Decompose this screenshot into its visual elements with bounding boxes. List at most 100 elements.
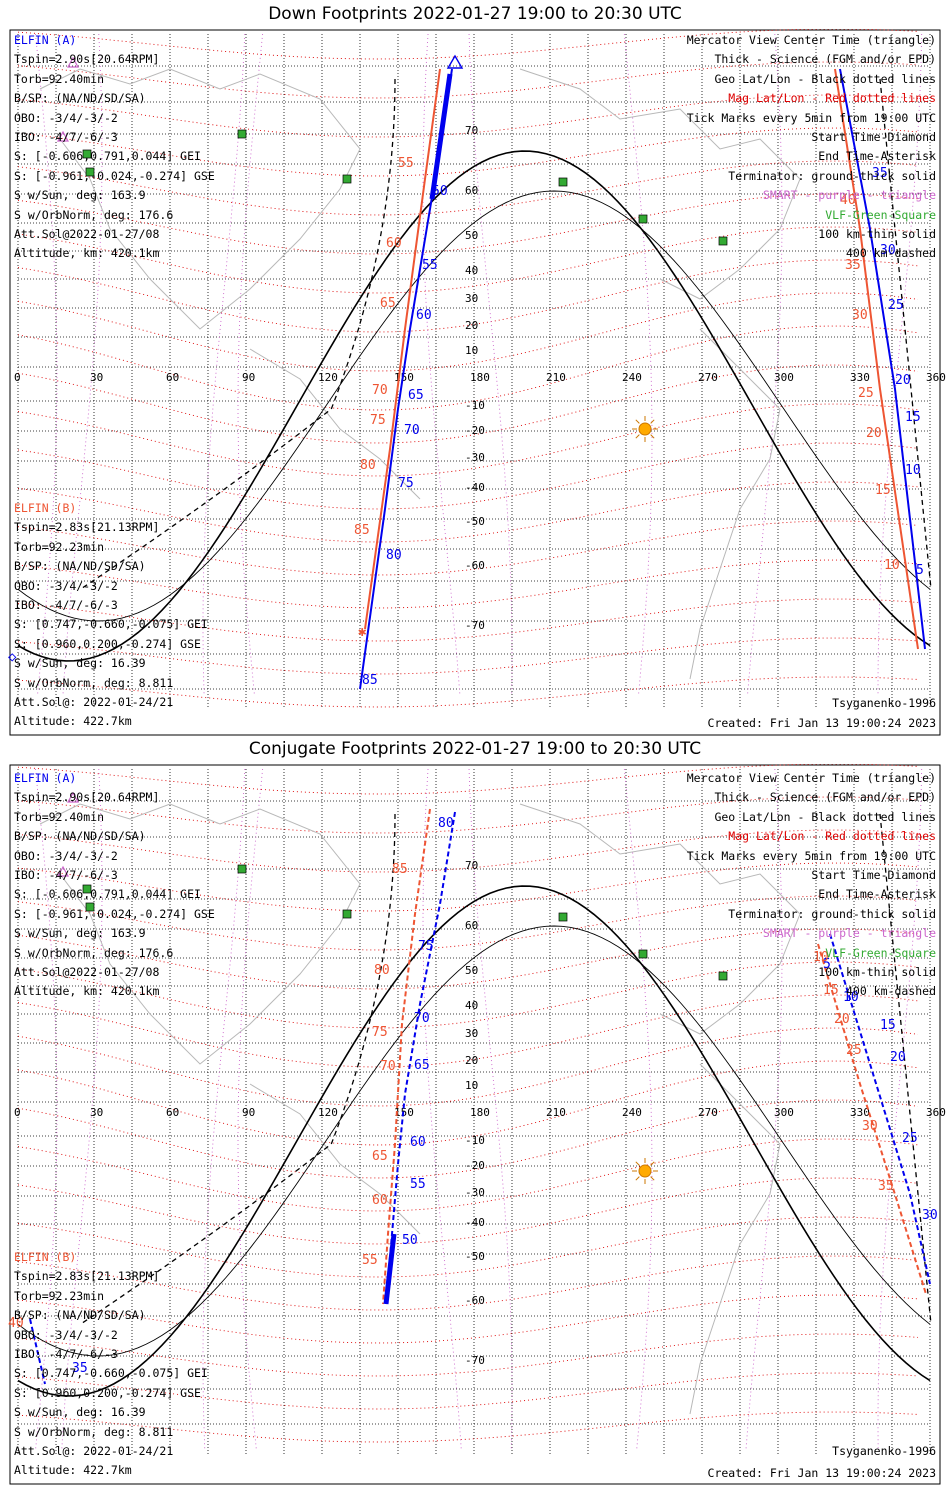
elfin-b-line: Tspin=2.83s[21.13RPM] [14,1269,160,1284]
mag-latitude-line [17,160,919,216]
mag-latitude-line [17,403,919,477]
longitude-label: 180 [470,371,490,384]
latitude-label: 60 [465,184,478,197]
elfin-b-tick-label: 10 [813,950,829,965]
elfin-b-tick-label: 80 [374,963,390,978]
elfin-a-track [839,68,926,650]
elfin-a-tick-label: 70 [414,1011,430,1026]
elfin-a-line: IBO: -4/7/-6/-3 [14,868,118,883]
elfin-b-line: S w/OrbNorm, deg: 8.811 [14,675,174,690]
elfin-b-line: S w/Sun, deg: 16.39 [14,656,146,671]
elfin-a-science-segment [429,73,453,200]
elfin-a-line: Altitude, km: 420.1km [14,246,160,261]
elfin-a-line: Att.Sol@2022-01-27/08 [14,965,160,980]
latitude-label: 10 [465,1079,478,1092]
elfin-a-header: ELFIN (A) [14,771,77,785]
longitude-label: 210 [546,371,566,384]
longitude-label: 300 [774,1106,794,1119]
smart-station-triangle [66,56,80,68]
conjugate-footprints-map: 0 30 60 90 120 150 180 210 240 270 300 330 360706050… [8,764,946,1485]
vlf-station-square [82,884,92,894]
elfin-b-tick-label: 10 [884,558,900,573]
coastline [249,348,421,500]
elfin-b-tick-label: 85 [354,523,370,538]
vlf-station-square [558,177,568,187]
created-label: Created: Fri Jan 13 19:00:24 2023 [707,716,936,730]
latitude-label: -10 [465,399,485,412]
elfin-a-line: Att.Sol@2022-01-27/08 [14,227,160,242]
elfin-b-tick-label: 35 [845,258,861,273]
latitude-label: -60 [465,559,485,572]
sun-ray [650,419,655,424]
mag-longitude-line [202,768,246,1450]
longitude-label: 360 [926,371,946,384]
coastline [689,1063,781,1415]
elfin-a-line: S w/Sun, deg: 163.9 [14,188,146,203]
latitude-label: 70 [465,124,478,137]
longitude-label: 240 [622,1106,642,1119]
created-label: Created: Fri Jan 13 19:00:24 2023 [707,1466,936,1480]
sun-ray [650,1176,655,1181]
mag-longitude-line [623,33,653,695]
elfin-a-info: ELFIN (A) Tspin=2.90s[20.64RPM] Torb=92.… [14,31,215,264]
legend-line: SMART - purple - triangle [762,926,936,941]
elfin-a-tick-label: 30 [880,243,896,258]
sun-icon [638,422,652,436]
map-legend: Mercator View Center Time (triangle) Thi… [687,769,936,1002]
latitude-label: -20 [465,424,485,437]
mag-latitude-line [17,520,919,576]
elfin-a-tick-label: 60 [416,308,432,323]
elfin-b-info: ELFIN (B) Tspin=2.83s[21.13RPM] Torb=92.… [14,1248,208,1481]
elfin-b-tick-label: 25 [846,1043,862,1058]
elfin-a-tick-label: 35 [872,166,888,181]
end-time-asterisk: ✱ [358,624,367,640]
elfin-b-tick-label: 40 [8,1316,24,1331]
vlf-station-square [237,864,247,874]
latitude-label: 60 [465,919,478,932]
longitude-label: 210 [546,1106,566,1119]
elfin-a-line: Torb=92.40min [14,809,105,824]
elfin-b-line: IBO: -4/7/-6/-3 [14,598,118,613]
longitude-label: 300 [774,371,794,384]
map-frame [9,29,941,736]
mag-latitude-line [17,259,919,333]
elfin-b-line: Att.Sol@: 2022-01-24/21 [14,695,174,710]
legend-line: Geo Lat/Lon - Black dotted lines [714,809,936,824]
longitude-label: 120 [318,371,338,384]
legend-line: Terminator: ground-thick solid [728,168,936,183]
center-time-triangle [446,54,464,69]
longitude-label: 0 [14,1106,21,1119]
latitude-label: -20 [465,1159,485,1172]
elfin-b-info: ELFIN (B) Tspin=2.83s[21.13RPM] Torb=92.… [14,499,208,732]
latitude-label: 50 [465,229,478,242]
mag-latitude-line [17,598,919,642]
longitude-label: 0 [14,371,21,384]
start-time-diamond: ◇ [8,649,17,665]
longitude-label: 60 [166,371,179,384]
latitude-label: 30 [465,1027,478,1040]
elfin-a-line: S w/Sun, deg: 163.9 [14,926,146,941]
elfin-a-tick-label: 85 [362,673,378,688]
legend-line: 100 km-thin solid [818,965,936,980]
mag-longitude-line [35,768,58,1450]
longitude-label: 270 [698,371,718,384]
smart-station-triangle [56,130,70,142]
vlf-station-square [718,971,728,981]
mag-latitude-line [17,895,919,951]
elfin-a-info: ELFIN (A) Tspin=2.90s[20.64RPM] Torb=92.… [14,769,215,1002]
elfin-a-line: B/SP: (NA/ND/SD/SA) [14,829,146,844]
mag-latitude-line [17,325,919,411]
elfin-a-line: S w/OrbNorm, deg: 176.6 [14,945,174,960]
terminator-100km [17,190,931,622]
mag-latitude-line [17,1333,919,1377]
elfin-b-tick-label: 70 [372,383,388,398]
elfin-a-line: IBO: -4/7/-6/-3 [14,130,118,145]
elfin-a-tick-label: 10 [905,463,921,478]
elfin-a-line: S: [-0.961,-0.024,-0.274] GSE [14,168,215,183]
mag-longitude-line [468,768,513,1450]
legend-line: Tick Marks every 5min from 19:00 UTC [686,110,936,125]
latitude-label: 20 [465,1054,478,1067]
elfin-b-line: S: [0.960,0.200,-0.274] GSE [14,1385,201,1400]
elfin-a-tick-label: 75 [398,476,414,491]
elfin-a-header: ELFIN (A) [14,33,77,47]
